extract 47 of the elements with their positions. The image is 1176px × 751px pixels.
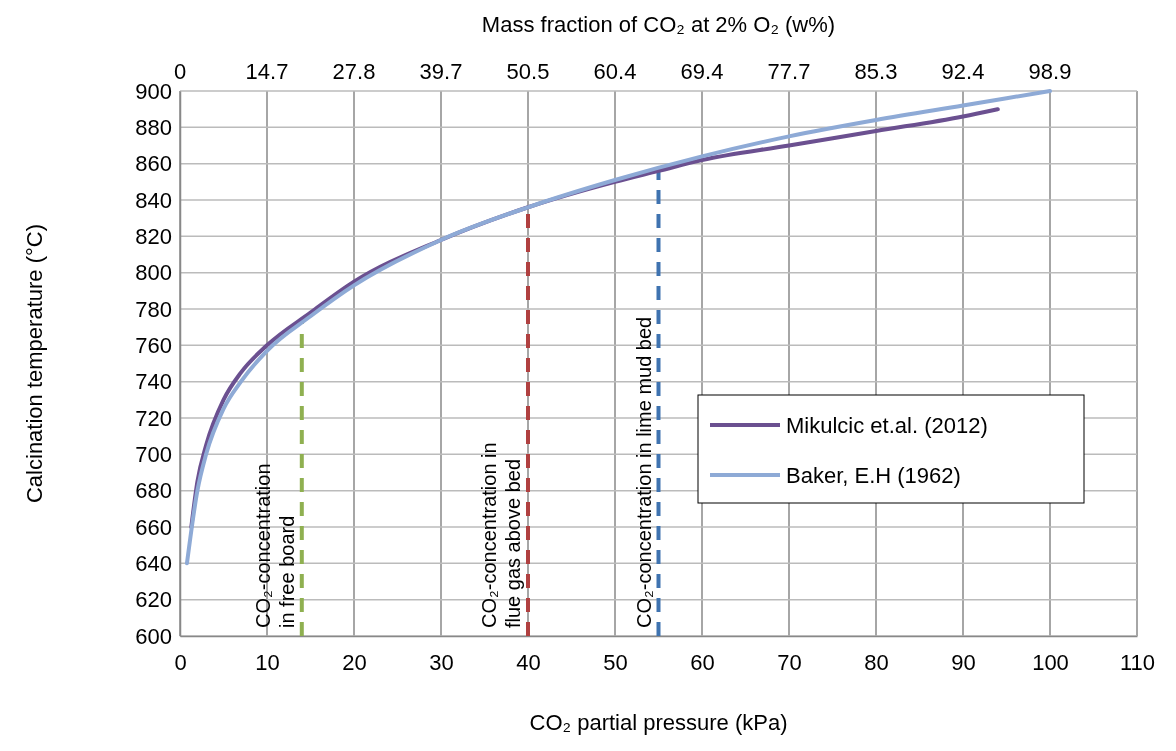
x2-axis-title: Mass fraction of CO₂ at 2% O₂ (w%) <box>481 12 836 37</box>
x-tick-label: 80 <box>864 649 889 675</box>
x-tick-label: 30 <box>429 649 454 675</box>
y-tick-label: 760 <box>135 332 172 358</box>
y-tick-label: 880 <box>135 114 172 140</box>
y-tick-label: 840 <box>135 187 172 213</box>
y-tick-label: 780 <box>135 296 172 322</box>
y-tick-label: 700 <box>135 441 172 467</box>
x-tick-label: 40 <box>516 649 541 675</box>
text: 60.4 <box>593 59 637 84</box>
x-tick-label: 110 <box>1119 649 1156 675</box>
ref-line-label: CO₂-concentration in lime mud bed <box>632 316 655 628</box>
x-tick-label: 20 <box>342 649 367 675</box>
text: 69.4 <box>680 59 724 84</box>
y-tick-label: 720 <box>135 405 172 431</box>
y-tick-label: 900 <box>135 78 172 104</box>
x-tick-label: 50 <box>603 649 628 675</box>
legend-label: Mikulcic et.al. (2012) <box>786 413 988 438</box>
ref-line-label: CO₂-concentration in flue gas above bed <box>478 442 524 628</box>
text: 39.7 <box>419 59 463 84</box>
legend-label: Baker, E.H (1962) <box>786 463 961 488</box>
text: 92.4 <box>941 59 985 84</box>
x-tick-label: 70 <box>777 649 802 675</box>
x-tick-label: 90 <box>951 649 976 675</box>
text: 85.3 <box>854 59 898 84</box>
x-tick-label: 10 <box>255 649 280 675</box>
y-tick-label: 660 <box>135 514 172 540</box>
y-tick-label: 820 <box>135 223 172 249</box>
y-axis-title: Calcination temperature (°C) <box>22 223 47 504</box>
text: 50.5 <box>506 59 550 84</box>
text: 0 <box>173 59 187 84</box>
x-tick-label: 0 <box>174 649 187 675</box>
y-tick-label: 640 <box>135 550 172 576</box>
text: 98.9 <box>1028 59 1072 84</box>
x-axis-title: CO₂ partial pressure (kPa) <box>529 710 788 735</box>
y-tick-label: 620 <box>135 587 172 613</box>
y-tick-label: 680 <box>135 478 172 504</box>
y-tick-label: 860 <box>135 151 172 177</box>
text: 27.8 <box>332 59 376 84</box>
y-tick-label: 740 <box>135 369 172 395</box>
text: 14.7 <box>245 59 289 84</box>
ref-line-label: CO₂-concentration in free board <box>251 463 298 628</box>
x-tick-label: 60 <box>690 649 715 675</box>
y-tick-label: 800 <box>135 260 172 286</box>
y-tick-label: 600 <box>135 623 172 649</box>
text: 77.7 <box>767 59 811 84</box>
x-tick-label: 100 <box>1032 649 1069 675</box>
